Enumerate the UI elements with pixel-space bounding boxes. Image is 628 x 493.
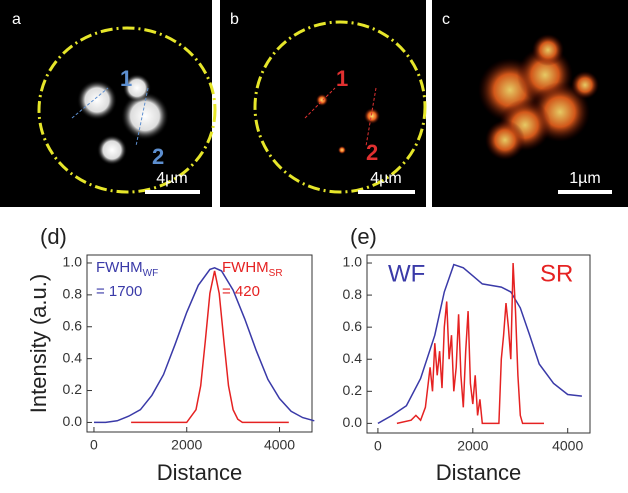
annotation: = 1700 [96,283,142,300]
marker: 2 [152,144,164,169]
ellipse [253,20,427,194]
profile-line [304,87,336,119]
annotation-subscript: SR [269,268,283,279]
y-tick-label: 0.4 [343,350,363,366]
annotation: FWHMSR [222,259,283,279]
panel-label: a [12,11,21,28]
x-tick-label: 0 [374,438,382,454]
blob [97,135,127,165]
y-axis-label: Intensity (a.u.) [26,274,51,413]
data-line [377,263,582,425]
blob [316,94,328,106]
annotation: FWHMWF [96,259,158,279]
y-tick-label: 0.8 [63,286,83,302]
y-tick-label: 1.0 [343,254,363,270]
data-line [396,262,544,425]
x-axis-label: Distance [436,460,522,485]
plot-frame [86,254,313,433]
ellipse [37,26,217,194]
x-tick-label: 0 [90,437,98,453]
x-tick-label: 2000 [457,438,488,454]
blob [364,108,380,124]
series-label: WF [388,260,425,287]
annotation-subscript: WF [143,268,159,279]
x-tick-label: 4000 [552,438,583,454]
data-line [131,270,289,424]
profile-line [71,87,109,119]
annotation: = 420 [222,283,260,300]
panel-label: (e) [350,224,377,249]
marker: 1 [336,66,348,91]
annotation-text: FWHM [222,259,269,276]
blob [123,74,151,102]
blob [338,146,346,154]
y-tick-label: 0.6 [343,318,363,334]
y-tick-label: 0.2 [343,382,363,398]
y-tick-label: 0.8 [343,286,363,302]
y-tick-label: 0.6 [63,317,83,333]
panel-label: (d) [40,224,67,249]
series-label: SR [540,260,573,287]
plot-frame [366,254,591,434]
cluster [478,34,599,160]
scale-label: 4µm [370,170,401,187]
annotation-text: FWHM [96,259,143,276]
x-tick-label: 2000 [171,437,202,453]
y-tick-label: 1.0 [63,254,83,270]
blob [77,80,117,120]
x-tick-label: 4000 [264,437,295,453]
y-tick-label: 0.4 [63,349,83,365]
panel-label: c [442,11,450,28]
panel-label: b [230,11,239,28]
scale-label: 4µm [156,170,187,187]
annotation-text: = 420 [222,283,260,300]
y-tick-label: 0.2 [63,381,83,397]
y-tick-label: 0.0 [343,414,363,430]
data-line [94,266,315,424]
x-axis-label: Distance [157,460,243,485]
blob [121,92,169,140]
annotation-text: = 1700 [96,283,142,300]
marker: 1 [120,66,132,91]
marker: 2 [366,140,378,165]
scale-label: 1µm [569,170,600,187]
y-tick-label: 0.0 [63,413,83,429]
